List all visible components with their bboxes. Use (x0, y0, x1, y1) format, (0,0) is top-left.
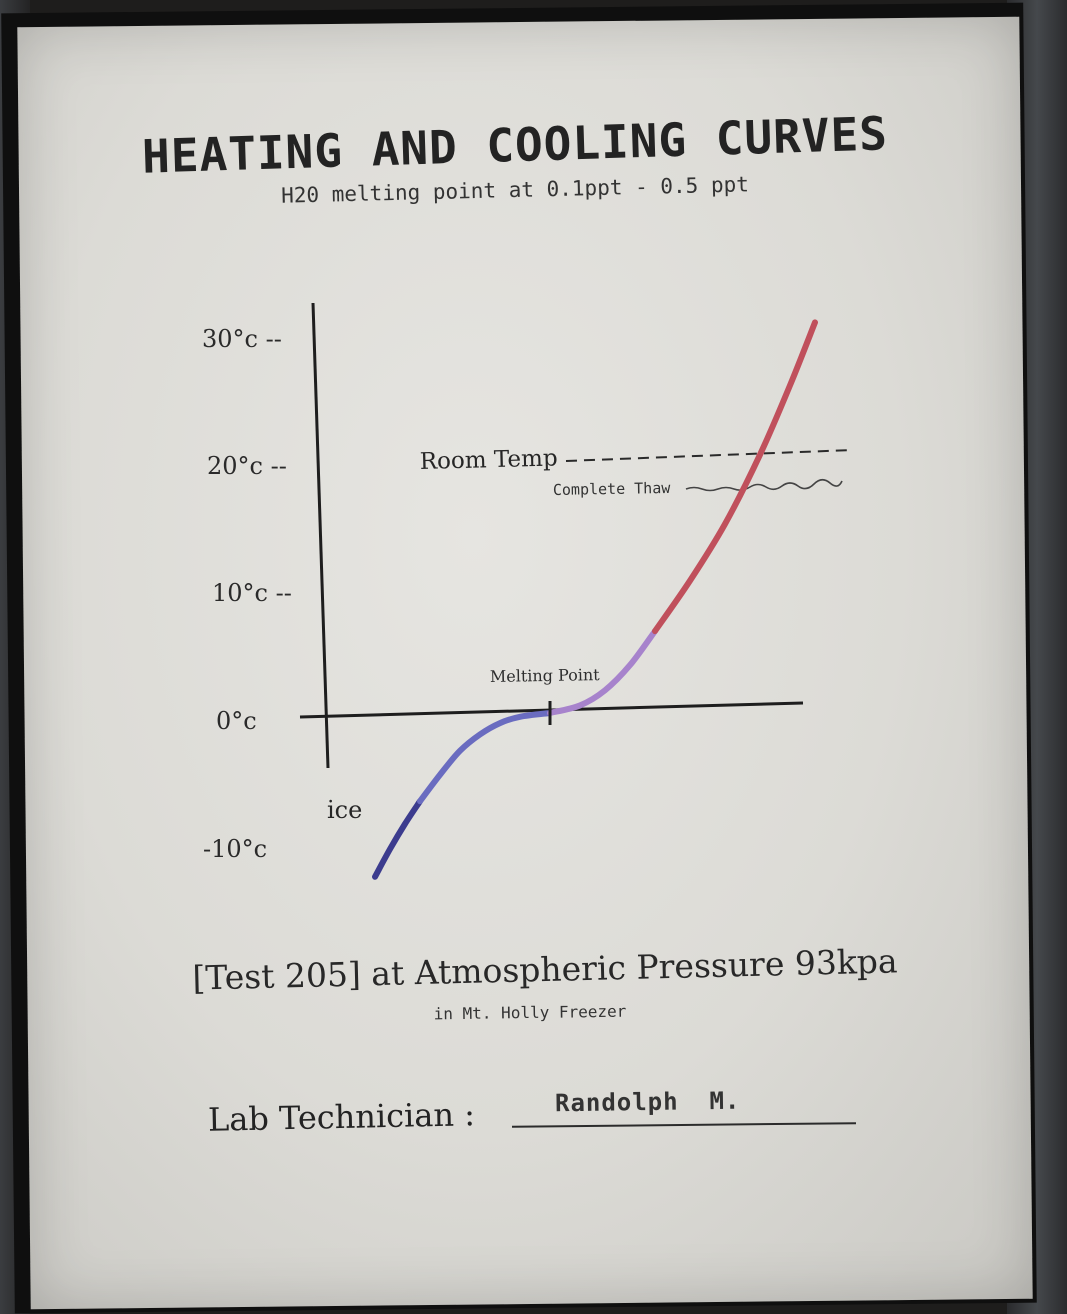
complete-thaw-line (685, 478, 843, 492)
y-tick-label: -10°c (203, 835, 267, 863)
y-tick-label: 10°c -- (212, 579, 292, 607)
series-line-4 (652, 319, 818, 635)
room-temp-label: Room Temp (419, 445, 557, 475)
melting-point-label: Melting Point (490, 665, 601, 686)
series-line-3 (547, 628, 658, 716)
y-tick-label: 30°c -- (202, 325, 282, 353)
series-line-1 (372, 798, 423, 880)
ice-label: ice (327, 796, 362, 824)
technician-name: Randolph M. (554, 1086, 741, 1118)
technician-label: Lab Technician : (207, 1095, 476, 1139)
y-axis-line (311, 302, 330, 769)
y-tick-label: 0°c (216, 707, 257, 735)
series-line-2 (417, 710, 553, 805)
y-tick-label: 20°c -- (207, 452, 287, 480)
complete-thaw-label: Complete Thaw (553, 479, 672, 499)
room-temp-line (565, 449, 853, 462)
